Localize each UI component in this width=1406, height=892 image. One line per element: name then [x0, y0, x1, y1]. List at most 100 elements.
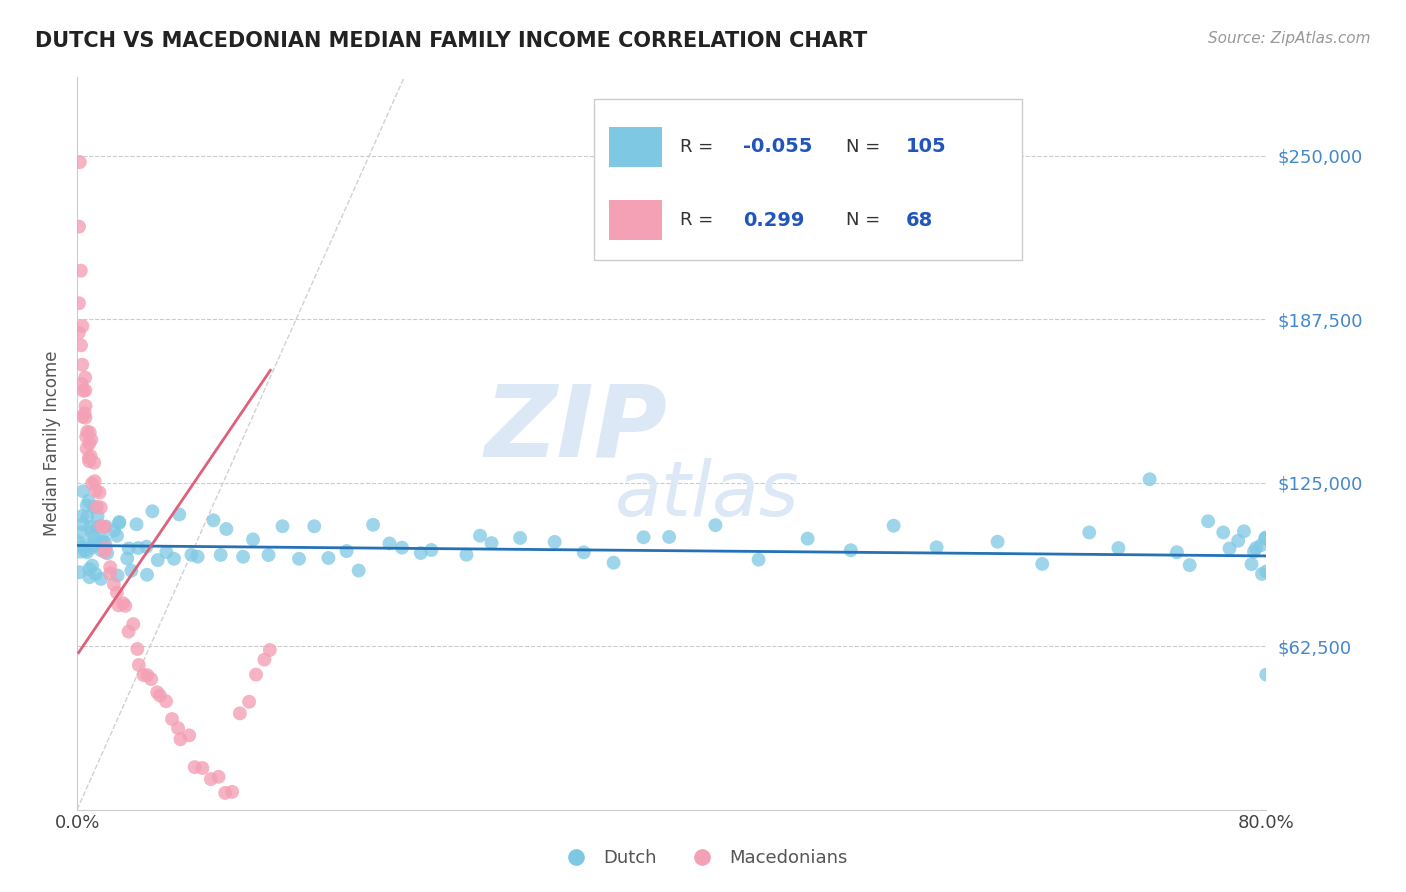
Point — [839, 543, 862, 558]
Point — [207, 770, 229, 784]
Point — [108, 516, 131, 530]
Point — [94, 519, 117, 533]
Point — [96, 546, 118, 560]
Point — [883, 518, 905, 533]
Point — [91, 533, 114, 547]
Point — [456, 548, 478, 562]
Point — [1078, 525, 1101, 540]
Point — [136, 668, 159, 682]
Point — [98, 560, 121, 574]
Point — [361, 517, 384, 532]
Point — [69, 263, 91, 277]
Point — [107, 599, 129, 613]
Point — [704, 518, 727, 533]
Point — [83, 474, 105, 488]
Point — [70, 540, 93, 554]
Y-axis label: Median Family Income: Median Family Income — [44, 351, 60, 536]
Point — [83, 456, 105, 470]
Point — [67, 326, 90, 340]
Text: N =: N = — [846, 211, 887, 229]
Point — [75, 543, 97, 558]
Point — [75, 384, 97, 398]
Point — [86, 500, 108, 514]
Point — [149, 689, 172, 703]
Point — [115, 551, 138, 566]
Point — [127, 541, 149, 555]
Point — [94, 520, 117, 534]
Point — [232, 549, 254, 564]
Point — [79, 570, 101, 584]
Point — [253, 653, 276, 667]
Point — [1227, 533, 1250, 548]
Point — [86, 509, 108, 524]
Point — [82, 538, 104, 552]
Point — [633, 530, 655, 544]
Point — [122, 617, 145, 632]
Bar — [609, 200, 662, 240]
Point — [70, 376, 93, 391]
Point — [468, 529, 491, 543]
Point — [336, 544, 359, 558]
Point — [69, 565, 91, 579]
Point — [84, 567, 107, 582]
Point — [543, 534, 565, 549]
Point — [76, 545, 98, 559]
Point — [202, 513, 225, 527]
Point — [245, 667, 267, 681]
Point — [67, 219, 90, 234]
Point — [76, 499, 98, 513]
Point — [93, 545, 115, 559]
Point — [987, 534, 1010, 549]
Point — [214, 786, 236, 800]
Point — [77, 454, 100, 468]
Point — [1240, 557, 1263, 571]
Point — [602, 556, 624, 570]
Point — [128, 658, 150, 673]
Point — [1254, 531, 1277, 545]
Point — [200, 772, 222, 786]
Point — [167, 721, 190, 735]
Point — [77, 493, 100, 508]
Point — [72, 319, 94, 334]
Point — [141, 504, 163, 518]
Point — [180, 548, 202, 562]
Text: N =: N = — [846, 138, 887, 156]
Point — [79, 520, 101, 534]
Point — [73, 406, 96, 420]
Point — [1218, 541, 1240, 556]
Point — [748, 552, 770, 566]
Point — [75, 399, 97, 413]
Point — [242, 533, 264, 547]
Point — [70, 338, 93, 352]
Point — [90, 519, 112, 533]
Point — [658, 530, 681, 544]
Point — [215, 522, 238, 536]
Point — [1212, 525, 1234, 540]
FancyBboxPatch shape — [595, 99, 1022, 260]
Point — [82, 541, 104, 555]
Point — [259, 643, 281, 657]
Point — [118, 541, 141, 556]
Point — [108, 515, 131, 529]
Point — [76, 538, 98, 552]
Point — [146, 553, 169, 567]
Point — [169, 732, 191, 747]
Text: R =: R = — [681, 138, 718, 156]
Point — [183, 760, 205, 774]
Point — [103, 577, 125, 591]
Point — [318, 551, 340, 566]
Point — [271, 519, 294, 533]
Point — [409, 546, 432, 560]
Point — [288, 551, 311, 566]
Point — [796, 532, 818, 546]
Point — [94, 535, 117, 549]
Point — [163, 551, 186, 566]
Point — [70, 525, 93, 540]
Point — [75, 430, 97, 444]
Point — [136, 567, 159, 582]
Point — [925, 541, 948, 555]
Bar — [609, 127, 662, 167]
Legend: Dutch, Macedonians: Dutch, Macedonians — [551, 842, 855, 874]
Point — [90, 534, 112, 549]
Point — [94, 541, 117, 555]
